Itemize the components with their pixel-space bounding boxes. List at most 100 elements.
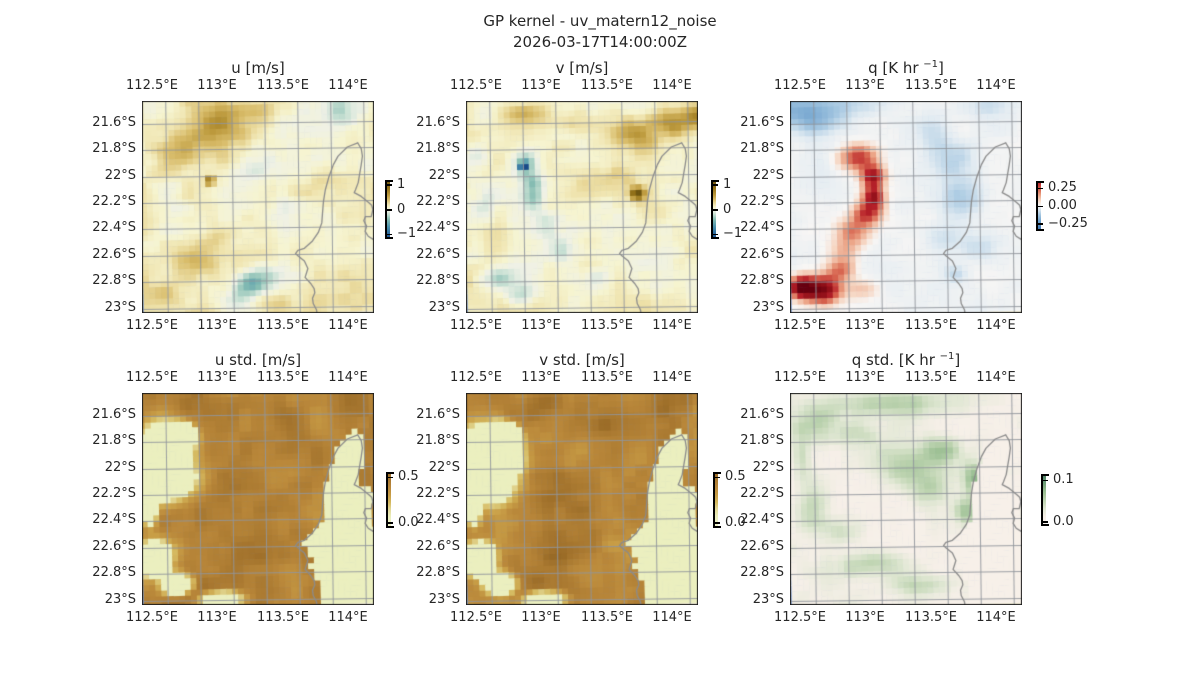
colorbar-tick-label: 0.0 bbox=[725, 514, 746, 530]
lon-tick-label: 112.5°E bbox=[126, 370, 178, 385]
colorbar-u-std: 0.5 0.0 bbox=[385, 469, 445, 530]
lon-tick-label: 113°E bbox=[521, 370, 561, 385]
map-canvas-v bbox=[466, 101, 698, 313]
lon-tick-label: 113.5°E bbox=[905, 318, 957, 333]
lon-tick-label: 114°E bbox=[976, 370, 1016, 385]
colorbar-tick-label: 0.1 bbox=[1053, 472, 1074, 487]
lat-tick-label: 22.6°S bbox=[740, 539, 784, 554]
colorbar-tick bbox=[387, 209, 392, 211]
lon-tick-label: 113.5°E bbox=[257, 318, 309, 333]
colorbar-end-cap bbox=[1036, 229, 1044, 231]
lon-axis-top: 112.5°E 113°E 113.5°E 114°E bbox=[126, 370, 374, 386]
colorbar-u: 1 0 −1 bbox=[384, 177, 444, 241]
lon-tick-label: 113°E bbox=[197, 318, 237, 333]
map-canvas-q bbox=[790, 101, 1022, 313]
title-text: u std. [m/s] bbox=[214, 351, 302, 369]
lon-tick-label: 113.5°E bbox=[581, 318, 633, 333]
lon-tick-label: 113°E bbox=[521, 610, 561, 625]
lat-tick-label: 21.6°S bbox=[740, 407, 784, 422]
lon-axis-top: 112.5°E 113°E 113.5°E 114°E bbox=[450, 78, 698, 94]
colorbar-tick-label: −1 bbox=[723, 226, 743, 241]
title-text: u [m/s] bbox=[231, 59, 285, 77]
colorbar-spine bbox=[711, 180, 713, 239]
colorbar-v-std: 0.5 0.0 bbox=[712, 469, 772, 530]
lat-tick-label: 21.6°S bbox=[92, 115, 136, 130]
colorbar-end-cap bbox=[711, 237, 719, 239]
lat-tick-label: 22.6°S bbox=[416, 247, 460, 262]
colorbar-tick-label: −0.25 bbox=[1048, 215, 1088, 231]
colorbar-q-std: 0.1 0.0 bbox=[1040, 472, 1100, 529]
lat-axis-left: 21.6°S 21.8°S 22°S 22.2°S 22.4°S 22.6°S 22.8°S… bbox=[56, 101, 136, 315]
lat-tick-label: 21.8°S bbox=[92, 433, 136, 448]
colorbar-tick bbox=[387, 233, 392, 235]
title-text: v [m/s] bbox=[555, 59, 609, 77]
lon-tick-label: 113°E bbox=[521, 318, 561, 333]
lat-axis-left: 21.6°S 21.8°S 22°S 22.2°S 22.4°S 22.6°S 22.8°S… bbox=[380, 101, 460, 315]
subplot-u: u [m/s] 112.5°E 113°E 113.5°E 114°E 112.5°E… bbox=[92, 59, 416, 333]
title-text-tail: ] bbox=[954, 351, 961, 369]
lat-tick-label: 22.2°S bbox=[740, 486, 784, 501]
colorbar-tick-label: 0.5 bbox=[725, 469, 746, 485]
title-superscript: −1 bbox=[939, 351, 955, 362]
lat-tick-label: 22.4°S bbox=[92, 220, 136, 235]
colorbar-end-cap bbox=[713, 526, 721, 528]
lat-tick-label: 21.6°S bbox=[740, 115, 784, 130]
lat-tick-label: 22.8°S bbox=[92, 565, 136, 580]
lon-axis-bottom: 112.5°E 113°E 113.5°E 114°E bbox=[126, 610, 374, 626]
lat-tick-label: 22.8°S bbox=[416, 273, 460, 288]
subplot-v-std: v std. [m/s] 112.5°E 113°E 113.5°E 114°E 11… bbox=[416, 351, 745, 625]
lat-axis-left: 21.6°S 21.8°S 22°S 22.2°S 22.4°S 22.6°S 22.8°S… bbox=[380, 393, 460, 607]
lon-tick-label: 114°E bbox=[652, 370, 692, 385]
lat-tick-label: 22°S bbox=[428, 460, 460, 475]
colorbar-tick-label: 0.25 bbox=[1048, 180, 1077, 196]
lat-tick-label: 21.8°S bbox=[416, 141, 460, 156]
title-text: q [K hr bbox=[868, 59, 924, 77]
lat-tick-label: 23°S bbox=[752, 300, 784, 315]
map-canvas-v-std bbox=[466, 393, 698, 605]
title-text: q std. [K hr bbox=[851, 351, 940, 369]
colorbar-tick-label: −1 bbox=[397, 226, 417, 241]
lat-tick-label: 22.2°S bbox=[92, 194, 136, 209]
lon-axis-bottom: 112.5°E 113°E 113.5°E 114°E bbox=[450, 610, 698, 626]
colorbar-tick-label: 1 bbox=[723, 177, 732, 192]
subplot-title-v-std: v std. [m/s] bbox=[426, 347, 738, 369]
colorbar-spine bbox=[386, 472, 388, 528]
colorbar-tick bbox=[388, 476, 393, 479]
lon-tick-label: 113.5°E bbox=[905, 78, 957, 93]
lat-tick-label: 22°S bbox=[428, 168, 460, 183]
colorbar-tick-label: 0.00 bbox=[1048, 198, 1077, 213]
lon-tick-label: 113.5°E bbox=[905, 370, 957, 385]
lon-tick-label: 113.5°E bbox=[257, 78, 309, 93]
lon-tick-label: 113.5°E bbox=[905, 610, 957, 625]
lon-tick-label: 114°E bbox=[976, 318, 1016, 333]
subplot-title-q-std: q std. [K hr −1] bbox=[750, 347, 1062, 369]
lat-tick-label: 22.6°S bbox=[416, 539, 460, 554]
title-text-tail: ] bbox=[938, 59, 944, 77]
lon-tick-label: 113°E bbox=[197, 370, 237, 385]
lat-tick-label: 21.6°S bbox=[416, 115, 460, 130]
lon-tick-label: 113.5°E bbox=[257, 370, 309, 385]
subplot-title-u-std: u std. [m/s] bbox=[102, 347, 414, 369]
lat-tick-label: 22.8°S bbox=[416, 565, 460, 580]
subplot-q: q [K hr −1] 112.5°E 113°E 113.5°E 114°E 112… bbox=[740, 59, 1088, 333]
figure-subtitle-timestamp: 2026-03-17T14:00:00Z bbox=[513, 33, 687, 51]
colorbar-tick-label: 0.0 bbox=[1053, 513, 1074, 529]
colorbar-tick bbox=[1038, 187, 1043, 190]
lon-tick-label: 114°E bbox=[976, 78, 1016, 93]
lon-axis-bottom: 112.5°E 113°E 113.5°E 114°E bbox=[450, 318, 698, 334]
colorbar-tick bbox=[1043, 521, 1048, 523]
colorbar-end-cap bbox=[385, 237, 393, 239]
colorbar-end-cap bbox=[1036, 181, 1044, 183]
lat-axis-left: 21.6°S 21.8°S 22°S 22.2°S 22.4°S 22.6°S 22.8°S… bbox=[704, 101, 784, 315]
map-canvas-u-std bbox=[142, 393, 374, 605]
lat-tick-label: 22°S bbox=[104, 460, 136, 475]
colorbar-spine bbox=[385, 180, 387, 239]
colorbar-end-cap bbox=[1041, 474, 1049, 476]
lat-tick-label: 22.6°S bbox=[92, 247, 136, 262]
lon-tick-label: 112.5°E bbox=[774, 318, 826, 333]
lon-tick-label: 114°E bbox=[328, 370, 368, 385]
lat-tick-label: 22.4°S bbox=[416, 220, 460, 235]
colorbar-end-cap bbox=[386, 472, 394, 474]
lat-tick-label: 23°S bbox=[752, 592, 784, 607]
colorbar-gradient bbox=[1042, 475, 1046, 525]
